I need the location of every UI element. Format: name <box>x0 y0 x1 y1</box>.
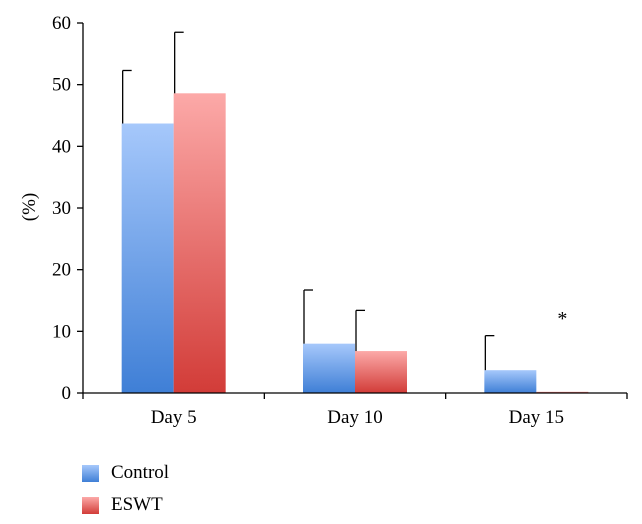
x-tick-label-day-15: Day 15 <box>509 407 564 428</box>
x-tick-label-day-5: Day 5 <box>151 407 197 428</box>
y-tick-label-40: 40 <box>52 136 71 157</box>
bar-control-day-5 <box>121 123 174 394</box>
y-tick-label-10: 10 <box>52 321 71 342</box>
legend-label-control: Control <box>111 462 170 483</box>
legend-label-eswt: ESWT <box>111 494 163 515</box>
legend-swatch-control <box>82 464 99 482</box>
y-tick-label-0: 0 <box>62 383 72 404</box>
y-tick-label-30: 30 <box>52 198 71 219</box>
y-axis-label: (%) <box>19 193 40 221</box>
bars-layer <box>121 31 589 394</box>
y-tick-label-20: 20 <box>52 260 71 281</box>
bar-chart: 0 10 20 30 40 50 60 Day 5 Day 10 Day 15 * (%) <box>19 13 628 428</box>
legend-item-control: Control <box>82 460 169 486</box>
y-tick-label-50: 50 <box>52 75 71 96</box>
legend: Control ESWT <box>82 460 169 524</box>
significance-marker: * <box>557 308 567 330</box>
bar-eswt-day-10 <box>355 351 407 393</box>
bar-control-day-15 <box>484 370 537 393</box>
legend-item-eswt: ESWT <box>82 492 169 518</box>
bar-control-day-10 <box>303 343 355 393</box>
bar-eswt-day-5 <box>173 93 226 394</box>
legend-swatch-eswt <box>82 496 99 514</box>
axes-layer: 0 10 20 30 40 50 60 Day 5 Day 10 Day 15 * <box>52 13 628 428</box>
y-tick-label-60: 60 <box>52 13 71 34</box>
x-tick-label-day-10: Day 10 <box>327 407 382 428</box>
